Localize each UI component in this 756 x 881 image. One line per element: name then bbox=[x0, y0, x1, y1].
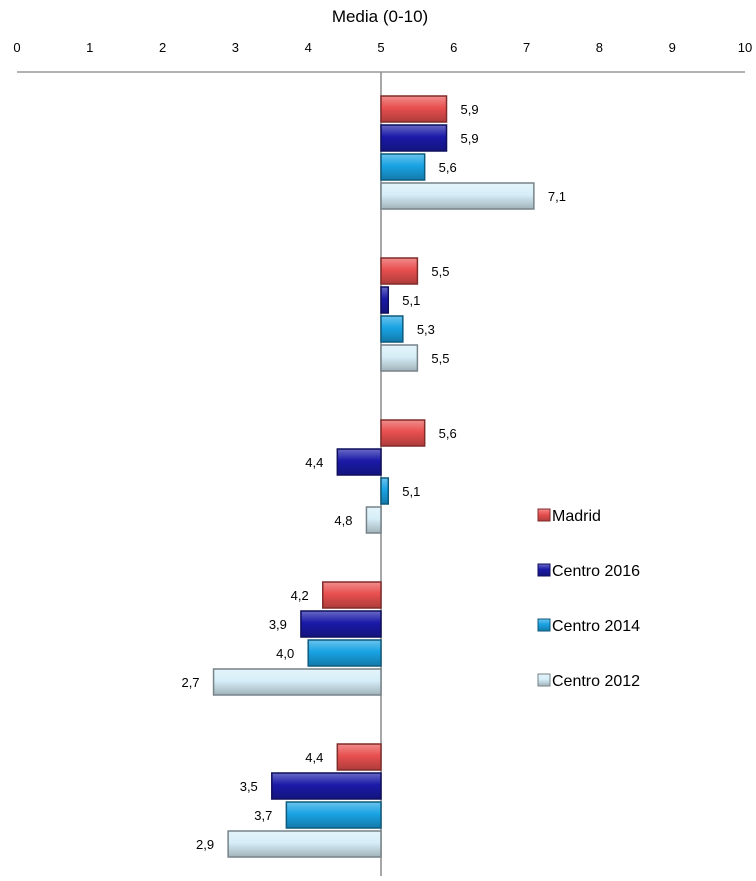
x-tick-label: 1 bbox=[86, 40, 93, 55]
x-tick-label: 7 bbox=[523, 40, 530, 55]
bar-centro-2016 bbox=[271, 772, 382, 800]
bar-centro-2014 bbox=[380, 315, 404, 343]
bar-centro-2012 bbox=[227, 830, 382, 858]
bar-madrid bbox=[336, 743, 382, 771]
bar-value-label: 5,9 bbox=[461, 131, 479, 146]
bar-centro-2014 bbox=[380, 477, 390, 505]
bar-centro-2012 bbox=[380, 182, 535, 210]
bar-centro-2012 bbox=[365, 506, 382, 534]
bar-value-label: 3,9 bbox=[269, 617, 287, 632]
legend-swatch bbox=[537, 563, 551, 577]
bar-value-label: 5,3 bbox=[417, 322, 435, 337]
bar-value-label: 4,4 bbox=[305, 455, 323, 470]
axis-title: Media (0-10) bbox=[332, 7, 428, 26]
bar-value-label: 4,2 bbox=[291, 588, 309, 603]
bar-centro-2014 bbox=[285, 801, 382, 829]
bar-value-label: 3,7 bbox=[254, 808, 272, 823]
bar-centro-2014 bbox=[380, 153, 426, 181]
bar-madrid bbox=[322, 581, 382, 609]
bar-value-label: 2,7 bbox=[181, 675, 199, 690]
bar-value-label: 5,5 bbox=[431, 351, 449, 366]
bar-value-label: 5,1 bbox=[402, 293, 420, 308]
bar-value-label: 5,5 bbox=[431, 264, 449, 279]
legend-swatch bbox=[537, 673, 551, 687]
legend-label: Centro 2012 bbox=[552, 673, 640, 690]
bar-value-label: 3,5 bbox=[240, 779, 258, 794]
x-tick-label: 4 bbox=[305, 40, 312, 55]
bar-value-label: 5,6 bbox=[439, 160, 457, 175]
x-tick-label: 8 bbox=[596, 40, 603, 55]
bar-value-label: 4,4 bbox=[305, 750, 323, 765]
x-tick-label: 9 bbox=[669, 40, 676, 55]
bar-centro-2016 bbox=[380, 124, 448, 152]
legend-label: Centro 2016 bbox=[552, 563, 640, 580]
bar-centro-2014 bbox=[307, 639, 382, 667]
bar-centro-2016 bbox=[380, 286, 390, 314]
legend-label: Centro 2014 bbox=[552, 618, 640, 635]
legend-swatch bbox=[537, 618, 551, 632]
x-tick-label: 10 bbox=[738, 40, 752, 55]
plot-area: 5,9 5,9 5,6 7,1 5,5 5,1 5,3 5,5 5,6 4,4 5,1 4,8 4,2 3… bbox=[181, 95, 566, 858]
legend: Madrid Centro 2016 Centro 2014 Centro 2012 bbox=[537, 508, 640, 690]
legend-label: Madrid bbox=[552, 508, 601, 525]
bar-value-label: 5,1 bbox=[402, 484, 420, 499]
x-tick-label: 6 bbox=[450, 40, 457, 55]
bar-value-label: 4,0 bbox=[276, 646, 294, 661]
x-tick-label: 0 bbox=[13, 40, 20, 55]
bar-centro-2012 bbox=[212, 668, 382, 696]
bar-value-label: 7,1 bbox=[548, 189, 566, 204]
bar-value-label: 5,6 bbox=[439, 426, 457, 441]
bar-value-label: 2,9 bbox=[196, 837, 214, 852]
bar-centro-2012 bbox=[380, 344, 419, 372]
bar-value-label: 4,8 bbox=[334, 513, 352, 528]
bar-value-label: 5,9 bbox=[461, 102, 479, 117]
x-tick-label: 3 bbox=[232, 40, 239, 55]
legend-swatch bbox=[537, 508, 551, 522]
bar-madrid bbox=[380, 257, 419, 285]
bar-centro-2016 bbox=[300, 610, 382, 638]
x-tick-label: 5 bbox=[377, 40, 384, 55]
x-tick-label: 2 bbox=[159, 40, 166, 55]
bar-madrid bbox=[380, 419, 426, 447]
bar-madrid bbox=[380, 95, 448, 123]
bar-centro-2016 bbox=[336, 448, 382, 476]
